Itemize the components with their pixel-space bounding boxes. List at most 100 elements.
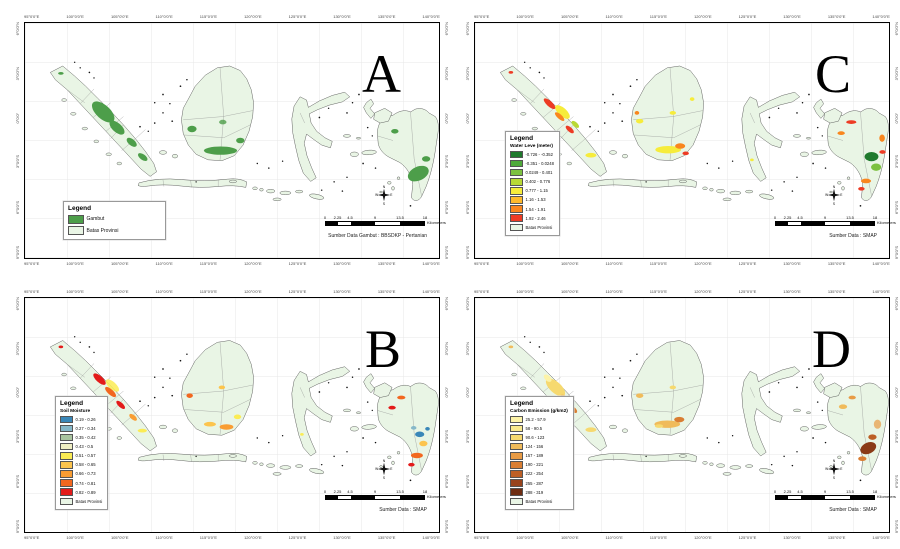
legend-item: 90.6 - 123 — [510, 433, 568, 442]
lat-tick-label: 0°0'0" — [443, 387, 449, 398]
lat-tick-label: 6°0'0"S — [14, 474, 20, 488]
panel-d-carbon-emission-map: 95°0'0"E 100°0'0"E 105°0'0"E 110°0'0"E 115°0… — [450, 275, 900, 549]
legend-swatch — [510, 150, 523, 159]
lon-tick-label: 110°0'0"E — [605, 289, 623, 294]
legend-item: 0.82 - 0.89 — [60, 488, 102, 496]
legend-label: 0.27 - 0.34 — [75, 426, 96, 431]
lon-tick-label: 135°0'0"E — [377, 535, 396, 540]
lon-tick-label: 120°0'0"E — [694, 261, 712, 266]
lon-tick-label: 125°0'0"E — [288, 289, 307, 294]
lon-tick-label: 95°0'0"E — [474, 535, 490, 540]
legend-swatch — [510, 168, 523, 177]
lat-tick-label: 3°0'0"S — [464, 155, 470, 169]
scalebar-tick: 13.5 — [396, 488, 404, 494]
legend-item: Batas Provinsi — [510, 497, 568, 505]
scalebar-tick: 18 — [872, 214, 878, 220]
legend-label: 124 - 156 — [525, 444, 544, 450]
legend-label: 255 - 287 — [525, 480, 544, 486]
scalebar-tick: 18 — [872, 488, 878, 494]
legend-title: Legend — [510, 135, 534, 143]
legend-label: 0.58 - 0.65 — [75, 462, 96, 468]
lon-tick-label: 140°0'0"E — [872, 14, 890, 19]
source-text: Sumber Data : SMAP — [829, 233, 877, 239]
panel-letter: D — [812, 319, 851, 379]
legend-item: 1.54 - 1.91 — [510, 205, 554, 213]
lon-tick-label: 110°0'0"E — [605, 535, 623, 540]
lon-tick-label: 140°0'0"E — [422, 289, 440, 294]
lat-tick-label: 3°0'0"S — [893, 155, 899, 169]
lon-tick-label: 105°0'0"E — [560, 261, 579, 266]
scale-bar: 0 2.25 4.5 9 13.5 18 Kilometers — [774, 488, 896, 500]
legend-swatch — [510, 187, 523, 195]
legend-label: Gambut — [86, 216, 105, 222]
lon-tick-label: 130°0'0"E — [783, 289, 801, 294]
legend-swatch — [60, 433, 73, 442]
lon-tick-label: 115°0'0"E — [199, 14, 218, 19]
legend-item: 157 - 189 — [510, 452, 568, 460]
legend-box: Legend Carbon Emission (g/km2) 25.2 - 57… — [505, 396, 574, 510]
lat-tick-label: 3°0'0"N — [14, 67, 20, 81]
lon-tick-label: 130°0'0"E — [333, 535, 351, 540]
legend-item: 0.0249 - 0.401 — [510, 168, 554, 177]
legend-label: 0.74 - 0.81 — [75, 480, 96, 486]
north-arrow-icon: N S W E — [375, 459, 393, 480]
legend-swatch — [510, 424, 523, 433]
lat-tick-label: 6°0'0"S — [464, 200, 470, 214]
lon-tick-label: 95°0'0"E — [24, 14, 40, 19]
scalebar-tick: 4.5 — [797, 214, 803, 220]
legend-box: Legend Gambut Batas Provinsi — [63, 201, 166, 240]
lat-tick-label: 3°0'0"S — [464, 429, 470, 443]
lon-tick-label: 120°0'0"E — [694, 289, 712, 294]
lon-tick-label: 135°0'0"E — [827, 535, 846, 540]
legend-label: 58 - 90.5 — [525, 426, 543, 431]
longitude-ticks-top: 95°0'0"E 100°0'0"E 105°0'0"E 110°0'0"E 115°0… — [24, 289, 440, 294]
lat-tick-label: 9°0'0"S — [464, 519, 470, 533]
panel-a-peatland-map: 95°0'0"E 100°0'0"E 105°0'0"E 110°0'0"E 115°0… — [0, 0, 450, 275]
scalebar-tick: 9 — [373, 488, 377, 494]
scalebar-tick: 13.5 — [846, 488, 854, 494]
lat-tick-label: 9°0'0"S — [893, 245, 899, 259]
legend-item: 0.66 - 0.73 — [60, 470, 102, 478]
scalebar-tick: 18 — [422, 214, 428, 220]
legend-item: 0.19 - 0.26 — [60, 415, 102, 424]
lon-tick-label: 120°0'0"E — [244, 535, 262, 540]
legend-swatch — [60, 497, 73, 505]
lat-tick-label: 0°0'0" — [443, 112, 449, 124]
scale-bar-segments — [775, 494, 875, 500]
scalebar-tick: 4.5 — [797, 488, 803, 494]
svg-text:E: E — [840, 193, 843, 197]
svg-text:W: W — [825, 193, 829, 197]
legend-label: Batas Provinsi — [525, 224, 553, 230]
lat-tick-label: 0°0'0" — [464, 112, 470, 124]
legend-label: 25.2 - 57.9 — [525, 416, 546, 422]
legend-label: 0.0249 - 0.401 — [525, 170, 553, 176]
lat-tick-label: 6°0'0"S — [893, 200, 899, 214]
lat-tick-label: 0°0'0" — [893, 387, 899, 398]
map-frame: D Legend Carbon Emission (g/km2) 25.2 - … — [474, 297, 896, 533]
legend-swatch — [510, 442, 523, 451]
lon-tick-label: 135°0'0"E — [377, 14, 396, 19]
lon-tick-label: 105°0'0"E — [110, 14, 129, 19]
legend-label: 1.16 - 1.53 — [525, 197, 546, 203]
lon-tick-label: 105°0'0"E — [110, 289, 129, 294]
legend-label: 90.6 - 123 — [525, 435, 545, 441]
lat-tick-label: 9°0'0"S — [893, 519, 899, 533]
legend-label: 222 - 254 — [525, 471, 544, 477]
legend-swatch — [510, 415, 523, 424]
lon-tick-label: 110°0'0"E — [155, 14, 173, 19]
legend-item: 0.74 - 0.81 — [60, 479, 102, 487]
lon-tick-label: 130°0'0"E — [333, 289, 351, 294]
lon-tick-label: 100°0'0"E — [516, 261, 534, 266]
lon-tick-label: 95°0'0"E — [24, 289, 40, 294]
lon-tick-label: 140°0'0"E — [422, 535, 440, 540]
legend-swatch — [68, 226, 84, 235]
legend-swatch — [510, 433, 523, 442]
lon-tick-label: 125°0'0"E — [288, 14, 307, 19]
lon-tick-label: 115°0'0"E — [649, 14, 668, 19]
scale-bar-labels: 0 2.25 4.5 9 13.5 18 — [324, 488, 427, 494]
legend-item: 0.43 - 0.5 — [60, 442, 102, 451]
legend-swatch — [510, 223, 523, 231]
lon-tick-label: 120°0'0"E — [694, 535, 712, 540]
lat-tick-label: 9°0'0"S — [443, 519, 449, 533]
legend-item: Batas Provinsi — [68, 226, 160, 235]
